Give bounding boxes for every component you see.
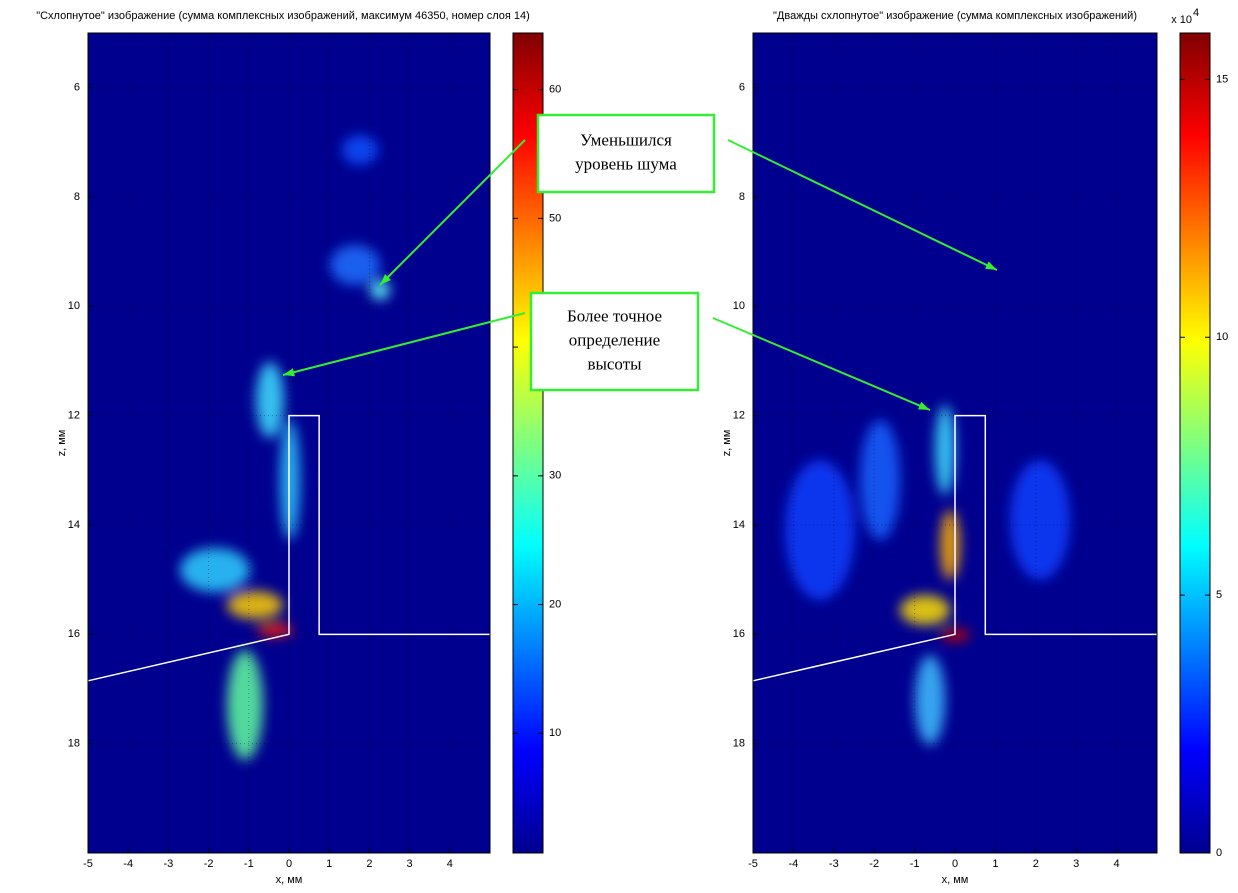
y-tick-label: 10: [68, 300, 80, 312]
x-axis-label: x, мм: [276, 874, 303, 886]
annotation-text: Уменьшился: [580, 130, 672, 149]
x-tick-label: -3: [829, 858, 839, 870]
colorbar-tick-label: 15: [1216, 73, 1228, 85]
annotation-text: Более точное: [567, 306, 662, 325]
y-tick-label: 18: [68, 738, 80, 750]
x-tick-label: 0: [952, 858, 958, 870]
y-tick-label: 8: [74, 191, 80, 203]
annotation-text: уровень шума: [575, 154, 677, 173]
chart-title: "Схлопнутое" изображение (сумма комплекс…: [36, 10, 530, 22]
x-tick-label: -1: [244, 858, 254, 870]
x-tick-label: 3: [1073, 858, 1079, 870]
x-tick-label: 1: [326, 858, 332, 870]
colorbar-exponent: 4: [1193, 7, 1199, 19]
annotation-text: определение: [569, 330, 660, 349]
x-tick-label: -4: [123, 858, 133, 870]
colorbar-tick-label: 0: [1216, 847, 1222, 859]
intensity-blob: [1010, 460, 1070, 580]
colorbar-tick-label: 10: [549, 727, 561, 739]
x-tick-label: -2: [869, 858, 879, 870]
intensity-blob: [256, 362, 284, 438]
x-tick-label: -1: [910, 858, 920, 870]
colorbar-tick-label: 50: [549, 212, 561, 224]
colorbar-tick-label: 20: [549, 598, 561, 610]
intensity-blob: [900, 595, 950, 625]
x-tick-label: -4: [789, 858, 799, 870]
colorbar: [1180, 33, 1210, 853]
colorbar-tick-label: 60: [549, 84, 561, 96]
intensity-blob: [342, 135, 378, 165]
intensity-blob: [785, 460, 855, 600]
y-tick-label: 6: [739, 82, 745, 94]
chart-title: "Дважды схлопнутое" изображение (сумма к…: [773, 10, 1137, 22]
y-tick-label: 12: [68, 410, 80, 422]
x-axis-label: x, мм: [942, 874, 969, 886]
y-tick-label: 14: [733, 519, 745, 531]
intensity-blob: [280, 420, 300, 540]
x-tick-label: 4: [1114, 858, 1120, 870]
intensity-blob: [860, 420, 900, 540]
x-tick-label: 2: [1033, 858, 1039, 870]
x-tick-label: -3: [164, 858, 174, 870]
y-tick-label: 18: [733, 738, 745, 750]
x-tick-label: 1: [992, 858, 998, 870]
intensity-blob: [330, 245, 380, 285]
intensity-blob: [915, 655, 945, 745]
x-tick-label: 0: [286, 858, 292, 870]
x-tick-label: -2: [204, 858, 214, 870]
y-tick-label: 14: [68, 519, 80, 531]
intensity-blob: [370, 280, 390, 300]
colorbar-tick-label: 30: [549, 470, 561, 482]
y-axis-label: z, мм: [56, 430, 68, 457]
colorbar-tick-label: 10: [1216, 331, 1228, 343]
y-tick-label: 16: [733, 628, 745, 640]
colorbar-scale: x 10: [1171, 14, 1192, 26]
intensity-blob: [935, 405, 955, 495]
x-tick-label: -5: [748, 858, 758, 870]
annotation-text: высоты: [587, 354, 642, 373]
x-tick-label: 4: [447, 858, 453, 870]
y-tick-label: 16: [68, 628, 80, 640]
colorbar-tick-label: 5: [1216, 589, 1222, 601]
intensity-blob: [940, 510, 960, 580]
x-tick-label: -5: [83, 858, 93, 870]
figure: -5-4-3-2-101234681012141618"Схлопнутое" …: [0, 0, 1238, 888]
intensity-blob: [180, 548, 250, 592]
y-tick-label: 8: [739, 191, 745, 203]
y-tick-label: 6: [74, 82, 80, 94]
y-tick-label: 12: [733, 410, 745, 422]
y-tick-label: 10: [733, 300, 745, 312]
x-tick-label: 2: [366, 858, 372, 870]
x-tick-label: 3: [407, 858, 413, 870]
intensity-blob: [227, 591, 283, 619]
y-axis-label: z, мм: [721, 430, 733, 457]
